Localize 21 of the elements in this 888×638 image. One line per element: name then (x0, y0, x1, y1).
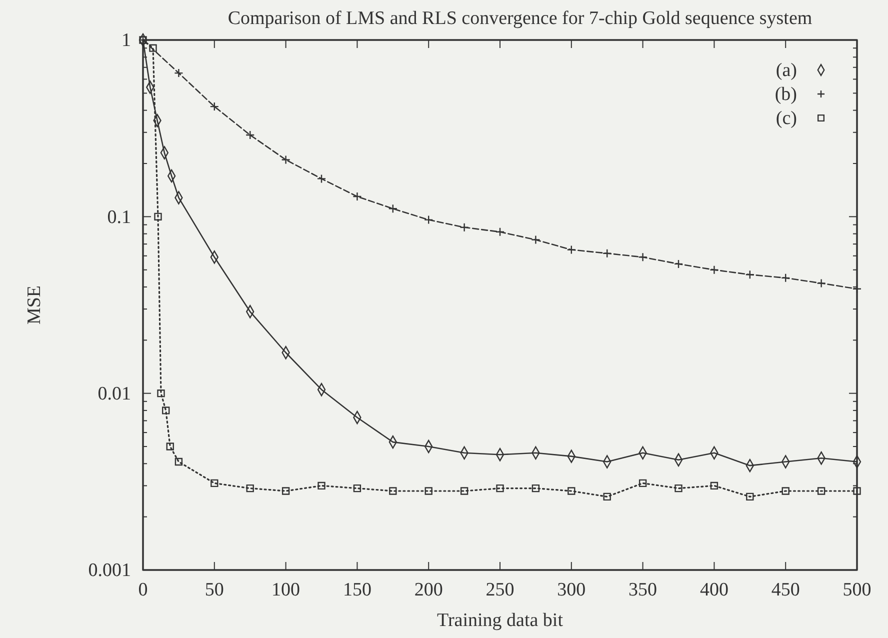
x-tick-label: 400 (700, 579, 728, 600)
x-tick-label: 150 (342, 579, 372, 600)
x-tick-label: 450 (771, 579, 800, 600)
y-tick-label: 0.01 (98, 383, 131, 404)
chart-title: Comparison of LMS and RLS convergence for 7-chip Gold sequence system (228, 8, 812, 29)
y-axis-title: MSE (24, 285, 45, 325)
x-tick-label: 500 (842, 579, 872, 600)
y-tick-label: 0.001 (88, 560, 131, 582)
x-tick-label: 350 (628, 579, 658, 600)
x-tick-label: 200 (414, 579, 443, 600)
legend-label: (c) (776, 108, 797, 129)
y-tick-label: 0.1 (107, 206, 131, 228)
y-tick-label: 1 (122, 30, 131, 52)
x-tick-label: 0 (138, 579, 148, 600)
x-tick-label: 100 (272, 579, 300, 600)
x-axis-title: Training data bit (437, 610, 564, 631)
x-tick-label: 50 (204, 579, 224, 600)
x-tick-label: 250 (486, 579, 514, 600)
x-tick-label: 300 (557, 579, 586, 600)
legend-label: (a) (776, 60, 797, 81)
legend-label: (b) (774, 84, 797, 105)
